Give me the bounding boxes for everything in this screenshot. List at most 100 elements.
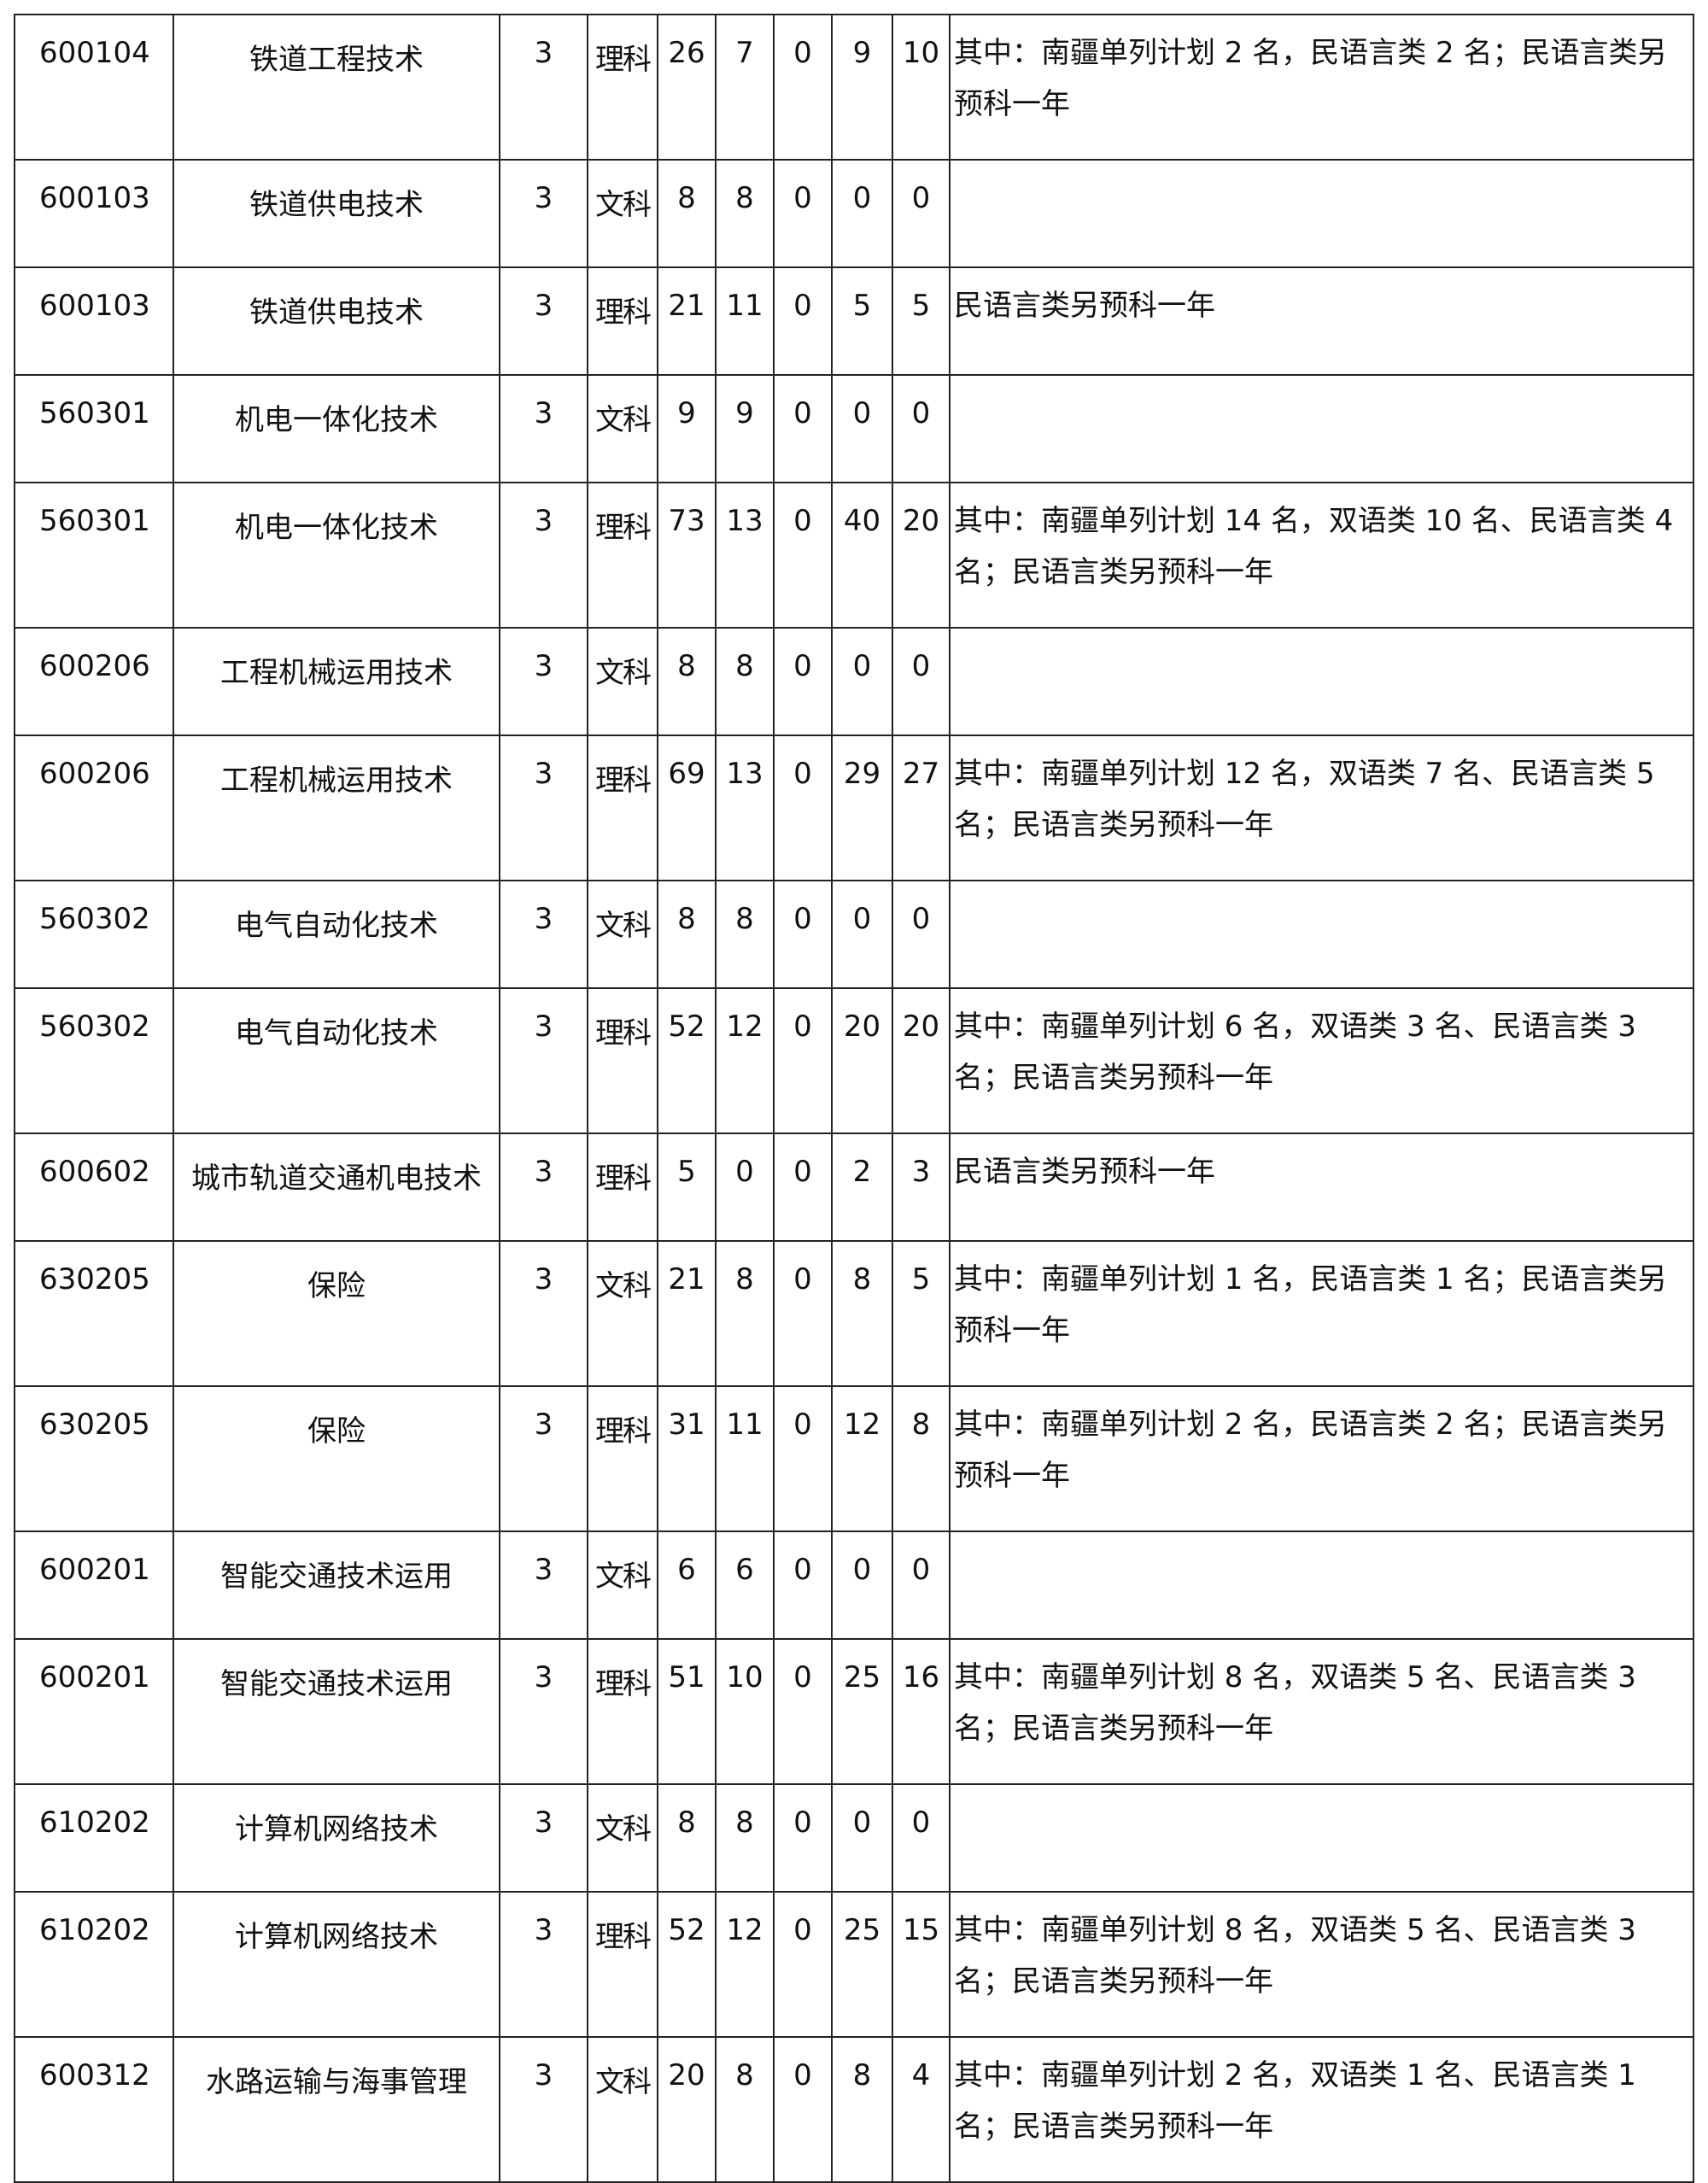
years-cell: 3	[499, 1638, 588, 1785]
years-cell: 3	[499, 14, 588, 161]
major-code-cell: 630205	[14, 1240, 174, 1387]
count-4-cell: 27	[892, 734, 951, 881]
count-3-cell: 0	[831, 1530, 893, 1640]
count-3-cell: 2	[831, 1132, 893, 1242]
count-1-cell: 13	[715, 734, 775, 881]
major-name-cell: 智能交通技术运用	[173, 1638, 500, 1785]
major-code-cell: 610202	[14, 1891, 174, 2038]
major-code-cell: 600312	[14, 2036, 174, 2183]
major-code-cell: 600103	[14, 266, 174, 376]
count-3-cell: 0	[831, 627, 893, 736]
count-3-cell: 8	[831, 2036, 893, 2183]
count-3-cell: 25	[831, 1891, 893, 2038]
table-row: 600206 工程机械运用技术 3 文科 8 8 0 0 0	[14, 627, 1694, 736]
total-count-cell: 26	[657, 14, 717, 161]
count-1-cell: 8	[715, 1240, 775, 1387]
count-1-cell: 8	[715, 880, 775, 989]
count-2-cell: 0	[773, 266, 833, 376]
count-2-cell: 0	[773, 1530, 833, 1640]
major-name-cell: 机电一体化技术	[173, 374, 500, 483]
total-count-cell: 8	[657, 159, 717, 268]
remarks-cell: 其中：南疆单列计划 8 名，双语类 5 名、民语言类 3 名；民语言类另预科一年	[949, 1891, 1694, 2038]
major-name-cell: 铁道供电技术	[173, 266, 500, 376]
total-count-cell: 31	[657, 1385, 717, 1532]
count-2-cell: 0	[773, 14, 833, 161]
major-name-cell: 智能交通技术运用	[173, 1530, 500, 1640]
major-name-cell: 计算机网络技术	[173, 1891, 500, 2038]
years-cell: 3	[499, 987, 588, 1134]
count-1-cell: 10	[715, 1638, 775, 1785]
count-1-cell: 8	[715, 159, 775, 268]
remarks-cell: 其中：南疆单列计划 12 名，双语类 7 名、民语言类 5 名；民语言类另预科一…	[949, 734, 1694, 881]
major-code-cell: 600201	[14, 1530, 174, 1640]
major-code-cell: 630205	[14, 1385, 174, 1532]
subject-type-cell: 文科	[587, 2036, 658, 2183]
subject-type-cell: 理科	[587, 266, 658, 376]
count-3-cell: 0	[831, 159, 893, 268]
table-row: 600602 城市轨道交通机电技术 3 理科 5 0 0 2 3 民语言类另预科一年	[14, 1132, 1694, 1242]
count-3-cell: 40	[831, 482, 893, 629]
subject-type-cell: 理科	[587, 1891, 658, 2038]
count-4-cell: 20	[892, 987, 951, 1134]
total-count-cell: 8	[657, 880, 717, 989]
count-2-cell: 0	[773, 374, 833, 483]
count-1-cell: 11	[715, 266, 775, 376]
total-count-cell: 52	[657, 1891, 717, 2038]
count-2-cell: 0	[773, 734, 833, 881]
count-3-cell: 9	[831, 14, 893, 161]
count-4-cell: 3	[892, 1132, 951, 1242]
major-code-cell: 600103	[14, 159, 174, 268]
table-row: 560302 电气自动化技术 3 理科 52 12 0 20 20 其中：南疆单列计划 6 名，双…	[14, 987, 1694, 1134]
years-cell: 3	[499, 627, 588, 736]
count-2-cell: 0	[773, 159, 833, 268]
count-2-cell: 0	[773, 1891, 833, 2038]
count-4-cell: 0	[892, 1783, 951, 1893]
table-row: 610202 计算机网络技术 3 理科 52 12 0 25 15 其中：南疆单列计划 8 名，双…	[14, 1891, 1694, 2038]
remarks-cell	[949, 1783, 1694, 1893]
total-count-cell: 8	[657, 627, 717, 736]
years-cell: 3	[499, 374, 588, 483]
years-cell: 3	[499, 734, 588, 881]
subject-type-cell: 文科	[587, 1240, 658, 1387]
remarks-cell: 其中：南疆单列计划 2 名，民语言类 2 名；民语言类另预科一年	[949, 14, 1694, 161]
major-name-cell: 机电一体化技术	[173, 482, 500, 629]
total-count-cell: 73	[657, 482, 717, 629]
count-3-cell: 0	[831, 374, 893, 483]
years-cell: 3	[499, 880, 588, 989]
remarks-cell: 民语言类另预科一年	[949, 1132, 1694, 1242]
count-4-cell: 0	[892, 627, 951, 736]
subject-type-cell: 文科	[587, 159, 658, 268]
table-row: 600206 工程机械运用技术 3 理科 69 13 0 29 27 其中：南疆单列计划 12 名…	[14, 734, 1694, 881]
table-row: 630205 保险 3 文科 21 8 0 8 5 其中：南疆单列计划 1 名，民语言类 1 名；…	[14, 1240, 1694, 1387]
count-2-cell: 0	[773, 1132, 833, 1242]
total-count-cell: 8	[657, 1783, 717, 1893]
count-4-cell: 0	[892, 159, 951, 268]
subject-type-cell: 文科	[587, 880, 658, 989]
remarks-cell	[949, 880, 1694, 989]
major-name-cell: 铁道供电技术	[173, 159, 500, 268]
major-name-cell: 水路运输与海事管理	[173, 2036, 500, 2183]
count-1-cell: 0	[715, 1132, 775, 1242]
subject-type-cell: 文科	[587, 374, 658, 483]
count-3-cell: 25	[831, 1638, 893, 1785]
table-row: 600201 智能交通技术运用 3 文科 6 6 0 0 0	[14, 1530, 1694, 1640]
table-row: 630205 保险 3 理科 31 11 0 12 8 其中：南疆单列计划 2 名，民语言类 2 …	[14, 1385, 1694, 1532]
subject-type-cell: 文科	[587, 627, 658, 736]
major-code-cell: 560302	[14, 880, 174, 989]
count-3-cell: 12	[831, 1385, 893, 1532]
table-row: 600201 智能交通技术运用 3 理科 51 10 0 25 16 其中：南疆单列计划 8 名，…	[14, 1638, 1694, 1785]
count-4-cell: 0	[892, 1530, 951, 1640]
years-cell: 3	[499, 1530, 588, 1640]
major-code-cell: 600602	[14, 1132, 174, 1242]
table-row: 600104 铁道工程技术 3 理科 26 7 0 9 10 其中：南疆单列计划 2 名，民语言类…	[14, 14, 1694, 161]
major-code-cell: 600206	[14, 734, 174, 881]
count-2-cell: 0	[773, 1783, 833, 1893]
total-count-cell: 69	[657, 734, 717, 881]
subject-type-cell: 理科	[587, 734, 658, 881]
remarks-cell	[949, 374, 1694, 483]
total-count-cell: 52	[657, 987, 717, 1134]
remarks-cell: 其中：南疆单列计划 2 名，民语言类 2 名；民语言类另预科一年	[949, 1385, 1694, 1532]
years-cell: 3	[499, 1132, 588, 1242]
table-body: 600104 铁道工程技术 3 理科 26 7 0 9 10 其中：南疆单列计划 2 名，民语言类…	[14, 14, 1694, 2183]
table-row: 560301 机电一体化技术 3 文科 9 9 0 0 0	[14, 374, 1694, 483]
